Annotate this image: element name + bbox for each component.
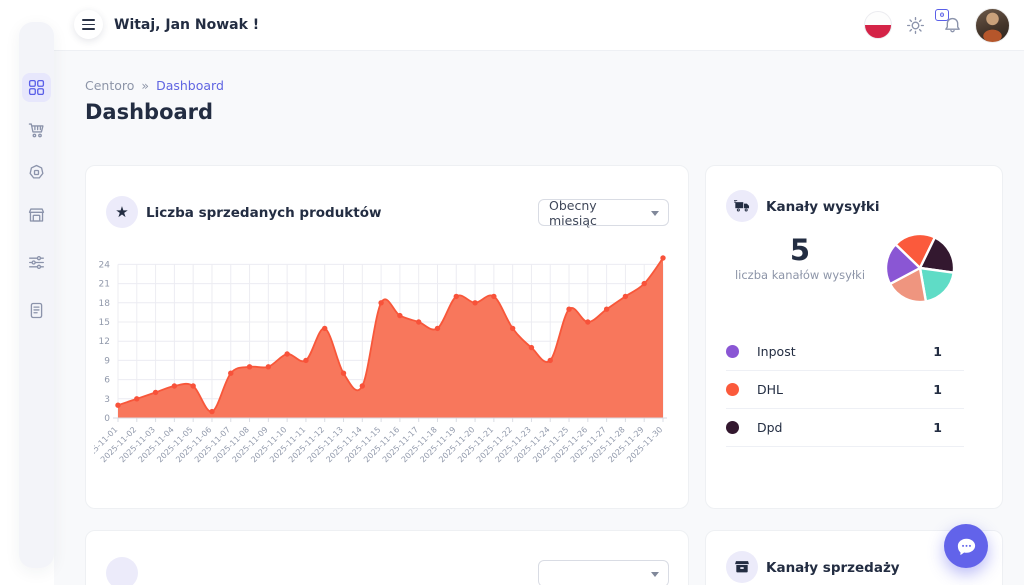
svg-text:24: 24: [99, 260, 111, 270]
sidebar: [19, 22, 54, 568]
truck-icon-circle: [726, 190, 758, 222]
chat-bubble-icon: [957, 538, 975, 555]
legend-label-inpost: Inpost: [757, 343, 796, 359]
legend-dot-inpost: [726, 344, 739, 358]
breadcrumb: Centoro » Dashboard: [85, 78, 224, 93]
legend-dot-dhl: [726, 382, 739, 396]
page-title: Dashboard: [85, 100, 214, 124]
legend-value-inpost: 1: [933, 343, 942, 359]
sidebar-item-documents[interactable]: [22, 296, 51, 325]
svg-text:18: 18: [99, 299, 111, 309]
period-dropdown[interactable]: Obecny miesiąc: [538, 197, 669, 228]
theme-toggle-button[interactable]: [901, 11, 929, 39]
shipping-channel-count-label: liczba kanałów wysyłki: [734, 268, 866, 282]
breadcrumb-separator: »: [141, 78, 150, 93]
topbar-actions: 0: [864, 0, 1010, 50]
hamburger-icon: [82, 17, 95, 31]
sales-chart-title: Liczba sprzedanych produktów: [146, 205, 382, 221]
shop-icon: [735, 561, 749, 573]
bell-icon: [944, 17, 960, 32]
truck-icon: [733, 199, 749, 212]
legend-dot-dpd: [726, 420, 739, 434]
dashboard-grid-icon: [28, 79, 45, 96]
store-icon: [28, 208, 45, 222]
chat-fab-button[interactable]: [944, 524, 988, 568]
svg-text:9: 9: [104, 356, 110, 366]
topbar: Witaj, Jan Nowak ! 0: [54, 0, 1024, 51]
document-icon: [30, 302, 43, 319]
bottom-period-dropdown[interactable]: [538, 560, 669, 585]
period-dropdown-value: Obecny miesiąc: [549, 197, 597, 228]
chevron-down-icon: [651, 211, 659, 216]
sidebar-item-store[interactable]: [22, 201, 51, 230]
user-avatar[interactable]: [975, 7, 1010, 43]
svg-text:12: 12: [99, 337, 110, 347]
svg-text:3: 3: [104, 395, 110, 405]
legend-row-inpost: Inpost 1: [726, 332, 964, 371]
bottom-left-icon-circle: [106, 557, 138, 585]
chevron-down-icon: [651, 572, 659, 577]
notification-badge: 0: [935, 9, 949, 21]
svg-text:0: 0: [104, 414, 110, 424]
greeting-text: Witaj, Jan Nowak !: [114, 17, 260, 33]
language-flag-icon[interactable]: [864, 11, 892, 39]
shipping-stat-block: 5 liczba kanałów wysyłki: [724, 234, 876, 282]
breadcrumb-root[interactable]: Centoro: [85, 78, 135, 93]
sun-icon: [906, 16, 924, 34]
legend-value-dhl: 1: [933, 381, 942, 397]
legend-label-dhl: DHL: [757, 381, 783, 397]
legend-row-dpd: Dpd 1: [726, 408, 964, 447]
shipping-channel-count: 5: [789, 233, 811, 267]
sales-area-chart[interactable]: 0 3 6 9 12 15 18 21 24 2025-11-01 2025-11-02 2025-1…: [80, 244, 680, 499]
star-icon-circle: ★: [106, 196, 138, 228]
shop-icon-circle: [726, 551, 758, 583]
menu-toggle-button[interactable]: [74, 10, 103, 39]
star-icon: ★: [115, 202, 129, 221]
svg-text:15: 15: [99, 318, 110, 328]
notifications-button[interactable]: 0: [935, 9, 966, 39]
shipping-pie-chart[interactable]: [882, 230, 958, 306]
legend-label-dpd: Dpd: [757, 419, 783, 435]
sliders-icon: [29, 255, 44, 270]
sidebar-item-orders[interactable]: [22, 116, 51, 145]
cart-icon: [28, 123, 44, 138]
svg-text:6: 6: [104, 376, 110, 386]
svg-text:21: 21: [99, 280, 110, 290]
bottom-left-card: [85, 530, 689, 585]
sales-chart-card: ★ Liczba sprzedanych produktów Obecny mi…: [80, 165, 689, 509]
sidebar-item-products[interactable]: [22, 158, 51, 187]
sidebar-item-settings[interactable]: [22, 248, 51, 277]
sidebar-item-dashboard[interactable]: [22, 73, 51, 102]
shield-box-icon: [29, 164, 44, 179]
legend-value-dpd: 1: [933, 419, 942, 435]
shipping-channels-card: Kanały wysyłki 5 liczba kanałów wysyłki …: [705, 165, 1003, 509]
shipping-card-title: Kanały wysyłki: [766, 199, 880, 215]
legend-row-dhl: DHL 1: [726, 370, 964, 409]
sales-channels-title: Kanały sprzedaży: [766, 560, 900, 576]
breadcrumb-current[interactable]: Dashboard: [156, 78, 224, 93]
